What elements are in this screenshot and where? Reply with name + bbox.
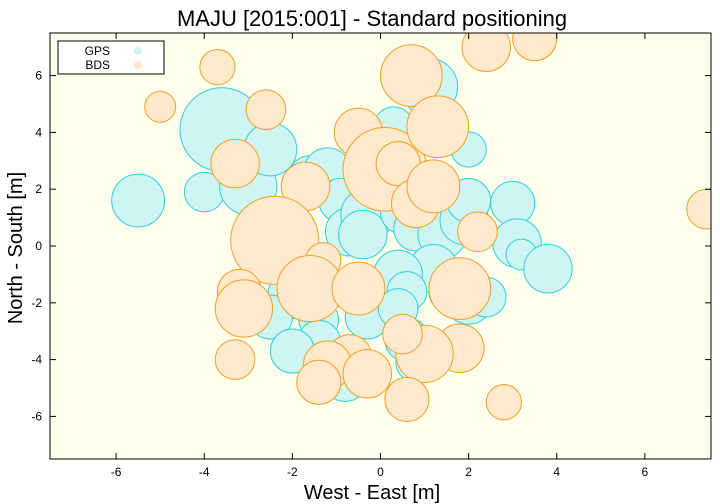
bds-point [380, 44, 443, 107]
chart-title: MAJU [2015:001] - Standard positioning [177, 6, 567, 31]
bds-point [214, 339, 256, 380]
gps-point [523, 243, 573, 294]
bds-point [382, 313, 423, 355]
bds-point [245, 89, 287, 131]
x-tick-label: -4 [199, 465, 210, 479]
gps-point [111, 173, 166, 228]
bds-point [457, 211, 498, 253]
bds-point [342, 349, 393, 399]
bds-point [214, 279, 274, 338]
legend-marker-gps [134, 47, 142, 55]
y-tick-label: -4 [31, 353, 42, 367]
bds-point [461, 33, 511, 72]
gps-point [338, 209, 388, 260]
y-axis-label: North - South [m] [5, 172, 27, 324]
bds-point [406, 159, 461, 214]
legend-label-gps: GPS [85, 44, 110, 58]
bds-point [406, 95, 470, 159]
legend-label-bds: BDS [85, 58, 110, 72]
x-tick-label: 4 [553, 465, 560, 479]
y-tick-label: 2 [35, 182, 42, 196]
bds-point [210, 138, 260, 189]
x-tick-label: -6 [111, 465, 122, 479]
legend-marker-bds [134, 61, 142, 69]
series-layer [111, 33, 711, 422]
legend: GPS BDS [57, 40, 165, 75]
bds-point [331, 261, 386, 316]
bds-point [384, 376, 430, 422]
bds-point [428, 257, 492, 320]
ticks-layer: -6 -4 -2 0 2 4 6 -6 -4 -2 0 2 4 6 [31, 33, 711, 479]
x-axis-label: West - East [m] [304, 482, 440, 504]
x-tick-label: 0 [377, 465, 384, 479]
x-tick-label: 6 [642, 465, 649, 479]
legend-box [57, 40, 165, 75]
x-tick-label: -2 [287, 465, 298, 479]
bds-point [686, 188, 711, 230]
y-tick-label: 4 [35, 125, 42, 139]
x-tick-label: 2 [465, 465, 472, 479]
y-tick-label: -2 [31, 296, 42, 310]
y-tick-label: 0 [35, 239, 42, 253]
bds-point [485, 384, 523, 421]
bds-point [199, 48, 236, 86]
y-tick-label: 6 [35, 69, 42, 83]
y-tick-label: -6 [31, 409, 42, 423]
bds-point [144, 90, 177, 123]
bds-point [296, 359, 342, 405]
